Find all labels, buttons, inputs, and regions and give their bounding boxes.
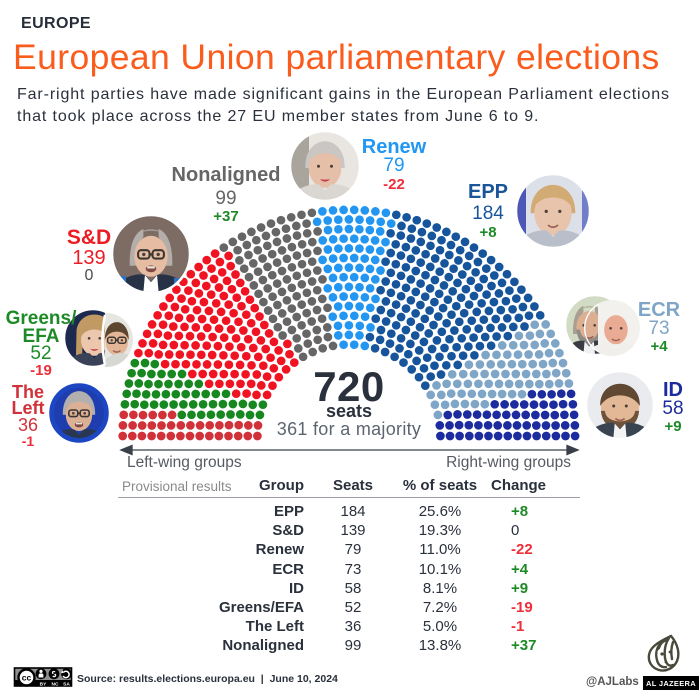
svg-text:BY: BY <box>40 681 47 687</box>
svg-text:NC: NC <box>52 681 59 687</box>
svg-text:SA: SA <box>63 681 70 687</box>
svg-text:cc: cc <box>22 673 32 683</box>
